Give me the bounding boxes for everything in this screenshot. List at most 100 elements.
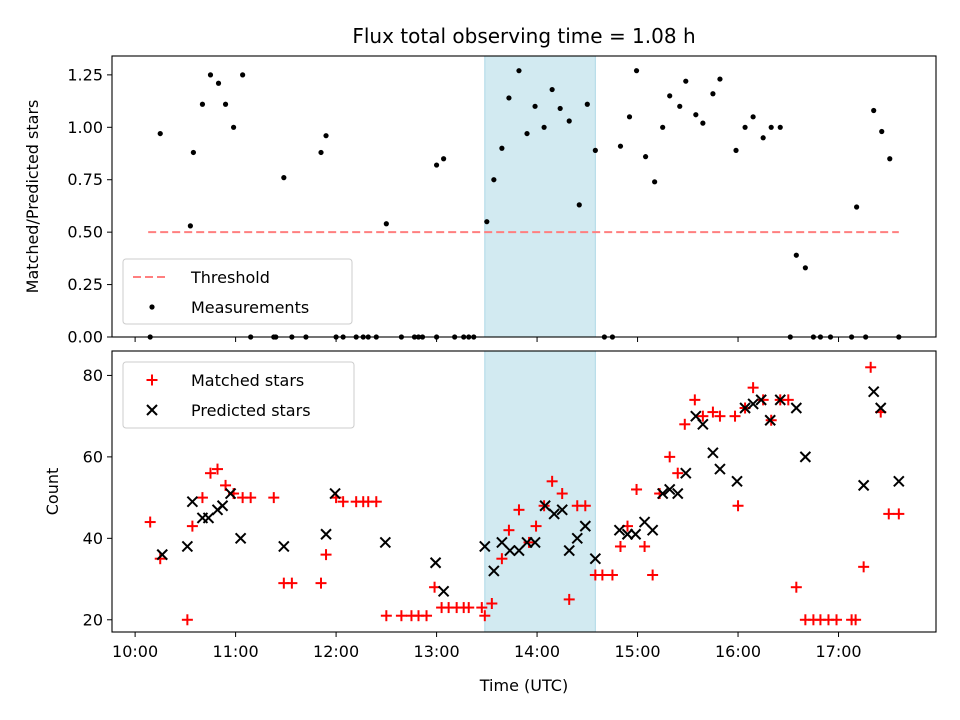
bottom-y-tick-label: 40 (83, 529, 103, 548)
predicted-star-point (707, 447, 719, 459)
matched-star-point (212, 463, 224, 475)
matched-star-point (320, 549, 332, 561)
top-legend-box (122, 258, 353, 325)
predicted-star-point (867, 386, 880, 398)
measurement-point (683, 78, 689, 84)
measurement-point (484, 219, 490, 225)
matched-star-point (546, 475, 558, 487)
matched-star-point (579, 500, 591, 512)
measurement-point (802, 265, 808, 271)
matched-star-point (858, 561, 870, 573)
measurement-point (230, 124, 237, 130)
measurement-point (499, 145, 505, 151)
measurement-point (652, 179, 658, 185)
predicted-star-point (579, 520, 592, 532)
bottom-legend: Matched stars Predicted stars (122, 361, 355, 429)
observing-window-shade (484, 350, 596, 633)
predicted-star-point (563, 544, 575, 557)
matched-star-point (707, 406, 719, 418)
matched-star-point (614, 540, 626, 552)
top-y-tick-label: 1.25 (67, 65, 103, 84)
bottom-y-tick-label: 60 (83, 447, 103, 466)
predicted-star-point (714, 463, 726, 475)
predicted-star-point (629, 528, 642, 540)
matched-star-point (790, 581, 802, 593)
measurement-point (693, 112, 699, 118)
predicted-star-point (747, 398, 759, 410)
predicted-star-point (739, 402, 751, 414)
top-y-axis-label: Matched/Predicted stars (23, 100, 42, 294)
matched-star-point (865, 361, 877, 373)
top-y-tick-label: 0.75 (67, 170, 103, 189)
matched-star-point (714, 410, 726, 422)
matched-star-point (370, 496, 382, 508)
bottom-legend-box (122, 361, 355, 429)
matched-star-point (286, 577, 298, 589)
predicted-star-point (202, 512, 215, 524)
matched-star-point (689, 394, 701, 406)
measurement-point (433, 162, 440, 168)
measurement-point (383, 221, 389, 227)
predicted-star-point (329, 487, 341, 500)
matched-star-point (476, 602, 488, 614)
predicted-star-point (216, 500, 229, 512)
matched-star-point (421, 610, 433, 622)
measurement-point (541, 124, 547, 130)
matched-star-point (782, 394, 794, 406)
measurement-point (642, 154, 649, 160)
measurement-point (717, 76, 723, 82)
measurement-point (532, 103, 538, 109)
measurement-point (592, 147, 598, 153)
legend-plus-marker (146, 374, 158, 386)
matched-star-point (204, 467, 216, 479)
measurement-point (777, 124, 783, 130)
predicted-star-point (234, 532, 247, 545)
predicted-star-point (379, 536, 392, 549)
measurement-point (190, 149, 196, 156)
matched-star-point (196, 492, 208, 504)
predicted-star-point (697, 418, 709, 431)
measurement-point (667, 93, 673, 99)
predicted-star-point (156, 548, 168, 561)
predicted-star-point (656, 487, 669, 500)
matched-star-point (337, 496, 349, 508)
measurement-point (760, 135, 766, 141)
matched-star-point (144, 516, 156, 528)
matched-star-point (154, 553, 166, 565)
legend-threshold-label: Threshold (190, 268, 270, 287)
measurement-point (617, 143, 624, 149)
predicted-star-point (893, 475, 905, 488)
predicted-star-point (790, 402, 803, 414)
matched-star-point (606, 569, 618, 581)
chart-title: Flux total observing time = 1.08 h (352, 24, 695, 48)
predicted-star-point (764, 414, 776, 426)
bottom-axes-frame (111, 350, 937, 633)
predicted-star-point (437, 585, 450, 597)
measurement-point (879, 128, 885, 135)
predicted-star-point (479, 540, 491, 553)
legend-matched-swatch (146, 374, 158, 386)
matched-star-point (647, 569, 659, 581)
predicted-star-point (539, 500, 551, 512)
top-y-tick-label: 0.00 (67, 328, 103, 347)
predicted-star-point (672, 487, 684, 500)
x-tick-label: 14:00 (514, 642, 560, 661)
measurement-point (157, 130, 163, 137)
matched-star-point (503, 524, 515, 536)
predicted-star-point (278, 540, 290, 553)
matched-star-point (831, 614, 843, 626)
top-legend: Threshold Measurements (122, 258, 353, 325)
predicted-star-point (664, 483, 676, 496)
x-tick-label: 17:00 (815, 642, 861, 661)
matched-star-point (523, 536, 535, 548)
predicted-star-point (529, 536, 541, 549)
x-tick-label: 12:00 (313, 642, 359, 661)
measurement-point (207, 72, 214, 78)
measurement-point (566, 118, 572, 124)
measurement-point (506, 95, 512, 101)
predicted-star-point (875, 402, 887, 414)
predicted-star-point (548, 508, 560, 520)
legend-predicted-swatch (146, 404, 158, 416)
matched-star-point (563, 593, 575, 605)
